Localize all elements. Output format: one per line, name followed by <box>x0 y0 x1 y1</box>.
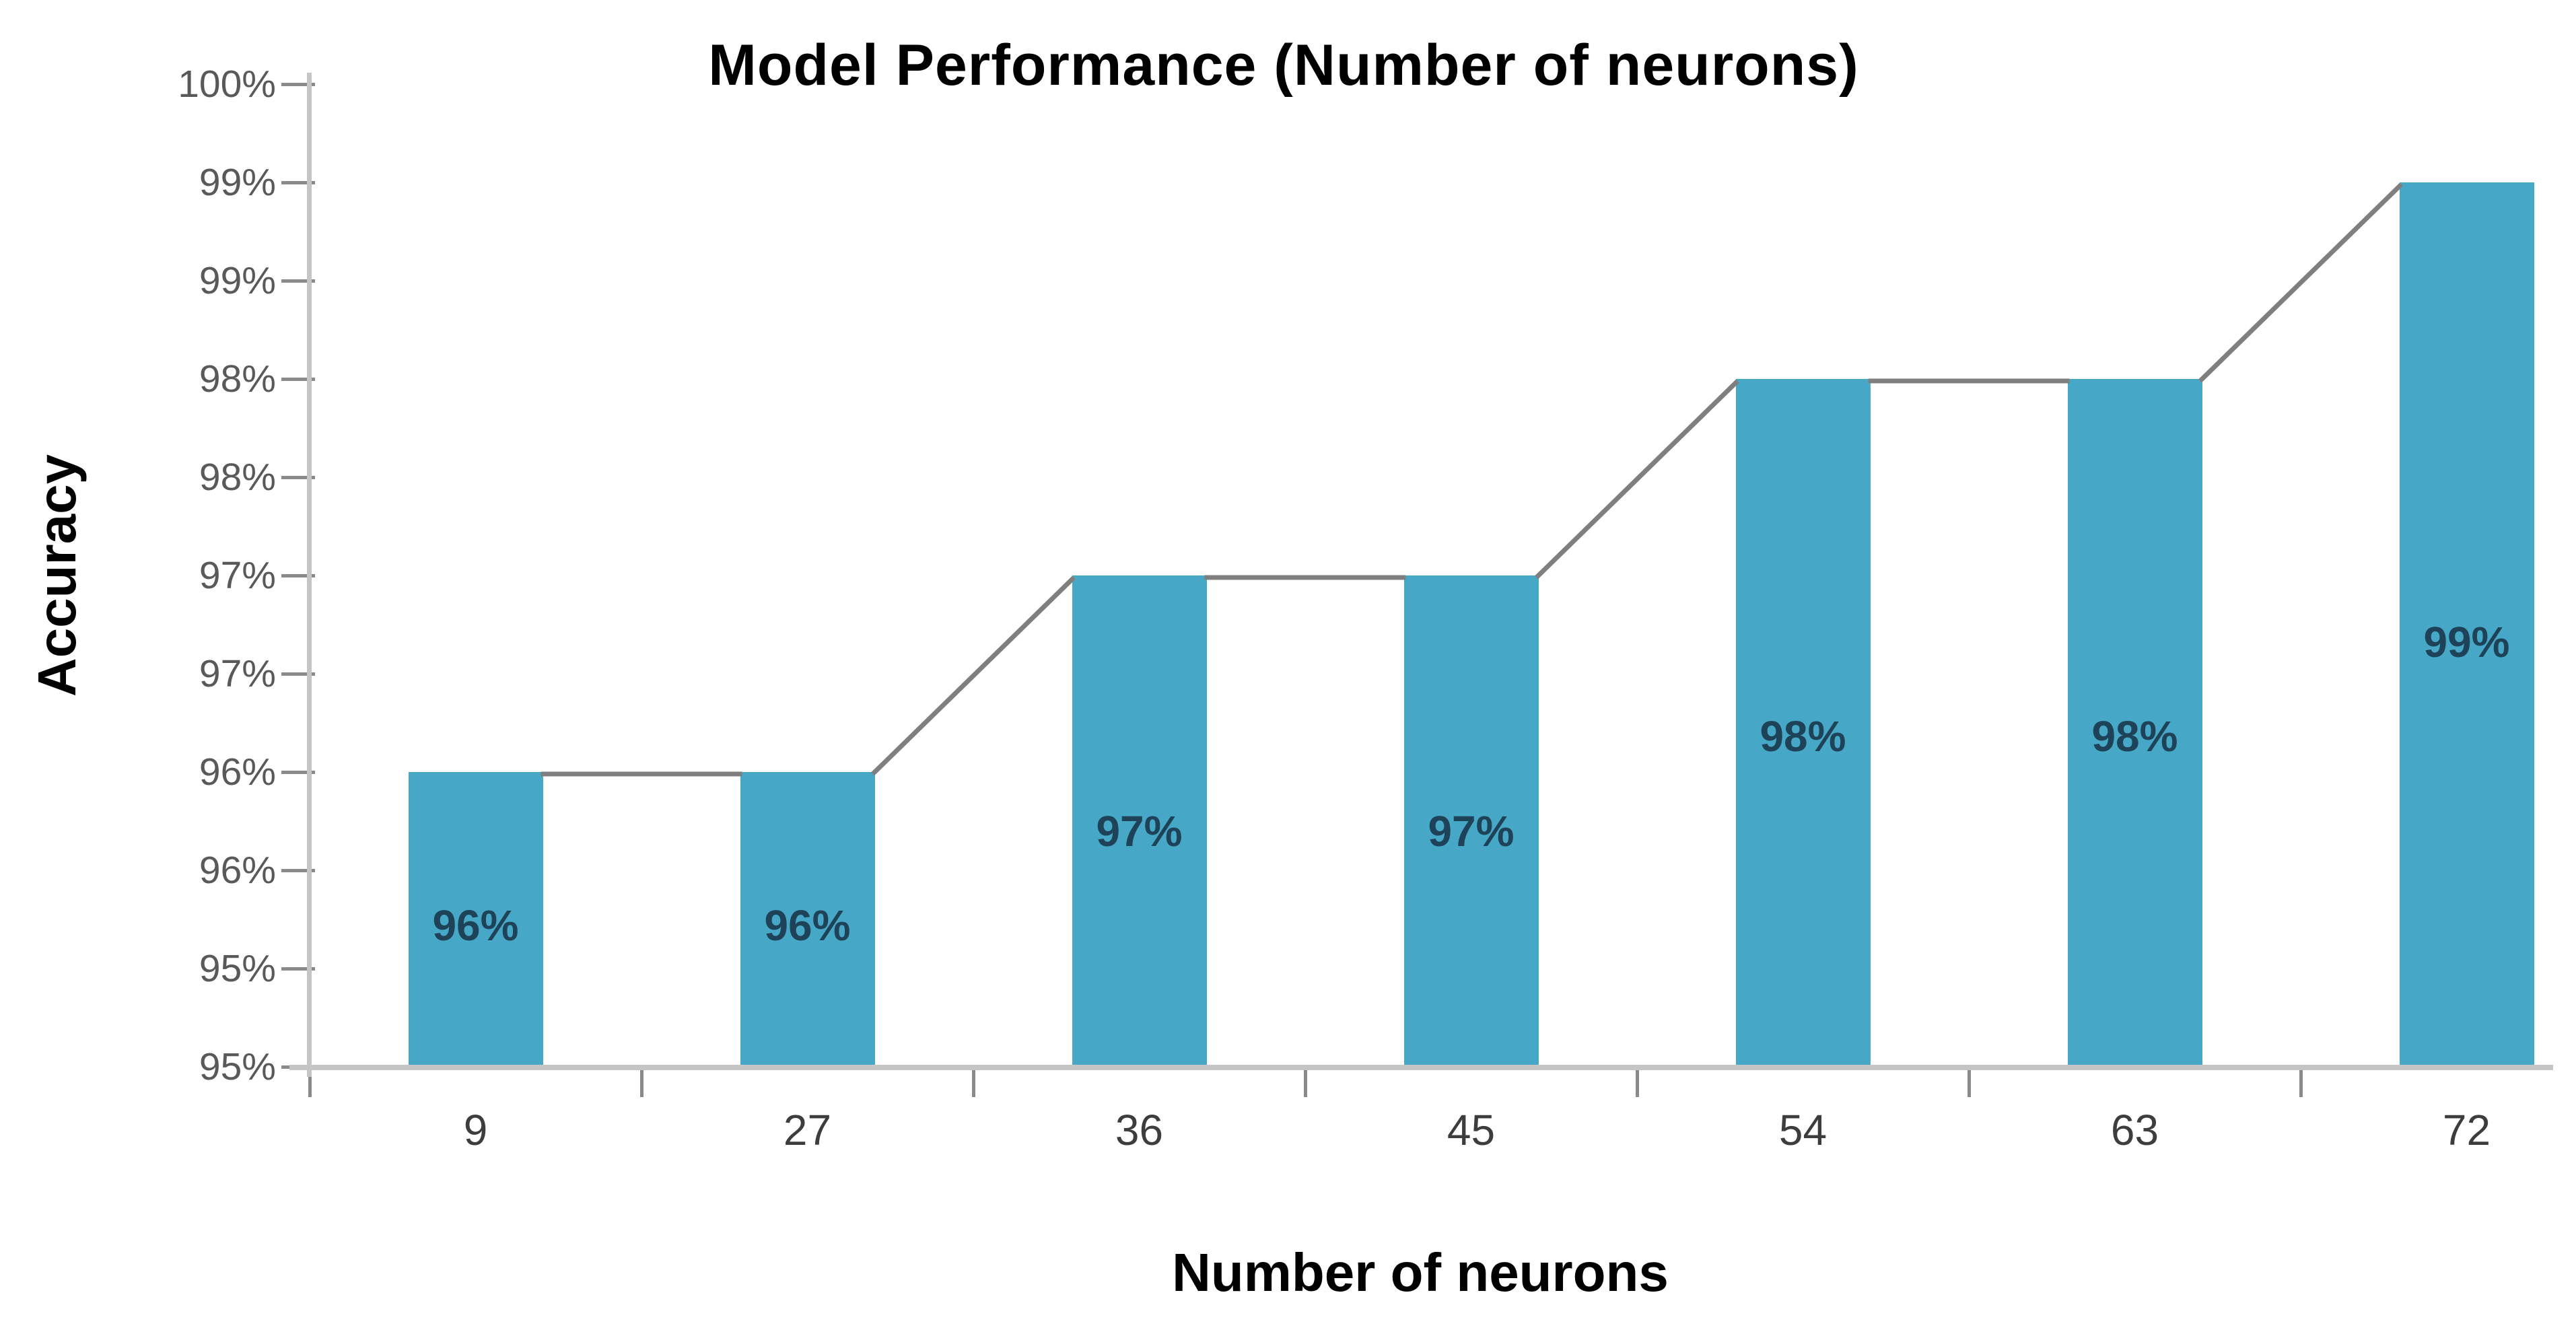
bar-value-label: 96% <box>764 901 851 950</box>
y-tick-label: 96% <box>199 750 276 794</box>
bar-value-label: 97% <box>1096 806 1183 855</box>
bar-value-label: 97% <box>1428 806 1515 855</box>
x-tick-mark <box>1636 1069 1639 1097</box>
bar-value-label: 98% <box>1760 712 1846 761</box>
x-tick-mark <box>1968 1069 1971 1097</box>
x-tick-mark <box>1304 1069 1307 1097</box>
bar-72 <box>2399 182 2534 1067</box>
x-category-label: 72 <box>2442 1106 2491 1154</box>
y-tick-label: 97% <box>199 554 276 597</box>
y-tick-label: 97% <box>199 652 276 695</box>
bar-value-label: 96% <box>432 901 519 950</box>
x-category-label: 36 <box>1115 1106 1164 1154</box>
y-tick-label: 98% <box>199 456 276 499</box>
connector-segment <box>1535 379 1739 580</box>
bar-63 <box>2067 379 2202 1067</box>
bar-9 <box>408 772 543 1067</box>
y-tick-mark <box>281 574 315 577</box>
y-tick-label: 99% <box>199 259 276 302</box>
x-axis-title: Number of neurons <box>1172 1242 1669 1302</box>
y-tick-mark <box>281 771 315 774</box>
y-tick-mark <box>281 476 315 479</box>
x-category-label: 45 <box>1447 1106 1496 1154</box>
x-category-label: 54 <box>1778 1106 1827 1154</box>
bar-27 <box>740 772 875 1067</box>
bar-value-label: 99% <box>2423 618 2510 667</box>
connector-segment <box>871 575 1076 776</box>
y-tick-mark <box>281 83 315 86</box>
y-tick-mark <box>281 181 315 184</box>
y-tick-label: 98% <box>199 357 276 400</box>
bar-36 <box>1072 575 1207 1067</box>
y-tick-mark <box>281 967 315 971</box>
y-tick-label: 96% <box>199 849 276 892</box>
x-category-label: 63 <box>2110 1106 2159 1154</box>
connector-segment <box>2198 182 2403 383</box>
bar-value-label: 98% <box>2091 712 2178 761</box>
bar-54 <box>1735 379 1871 1067</box>
y-tick-mark <box>281 869 315 872</box>
x-tick-mark <box>640 1069 643 1097</box>
x-axis-line <box>289 1065 2553 1070</box>
x-tick-mark <box>972 1069 975 1097</box>
y-tick-label: 99% <box>199 161 276 204</box>
y-tick-label: 95% <box>199 1045 276 1088</box>
y-axis-line <box>307 73 312 1077</box>
y-tick-label: 95% <box>199 947 276 990</box>
y-tick-label: 100% <box>178 63 276 106</box>
chart-title: Model Performance (Number of neurons) <box>708 33 1859 98</box>
x-category-label: 9 <box>463 1106 488 1154</box>
y-tick-mark <box>281 378 315 381</box>
y-tick-mark <box>281 672 315 676</box>
bar-45 <box>1403 575 1539 1067</box>
x-category-label: 27 <box>783 1106 832 1154</box>
x-tick-mark <box>308 1069 312 1097</box>
x-tick-mark <box>2299 1069 2303 1097</box>
y-tick-mark <box>281 279 315 283</box>
